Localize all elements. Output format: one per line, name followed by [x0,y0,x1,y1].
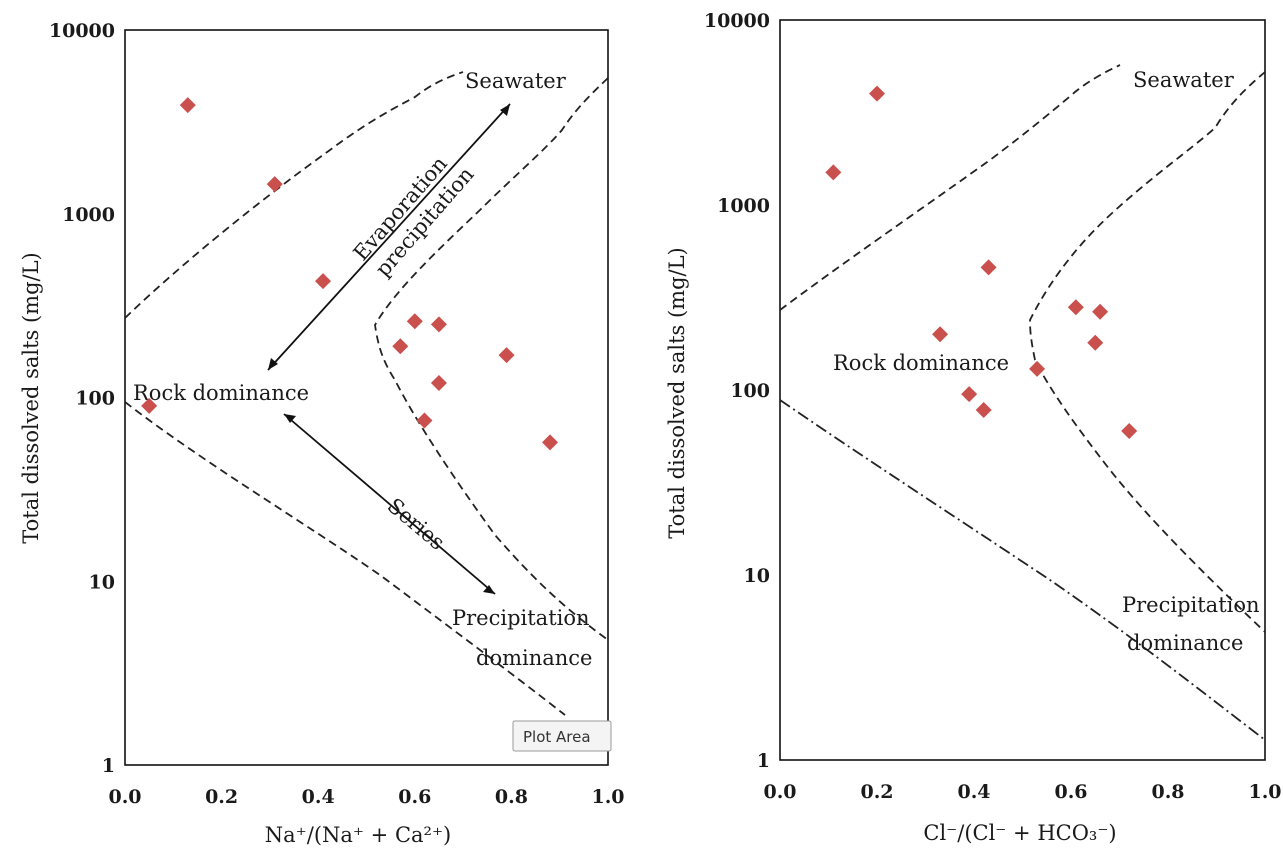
left-y-axis-label: Total dissolved salts (mg/L) [19,252,43,544]
right-data-point[interactable] [975,401,992,418]
left-precipitation-dominance-line1: Precipitation [452,606,590,630]
left-x-tick-label: 0.2 [205,786,238,808]
right-x-tick-label: 0.2 [860,781,893,803]
right-x-tick-label: 0.0 [763,781,796,803]
left-data-point[interactable] [542,434,559,451]
left-precipitation-dominance-line2: dominance [476,646,592,670]
left-data-point[interactable] [406,313,423,330]
left-plot-area[interactable] [124,29,609,766]
right-data-point[interactable] [980,259,997,276]
right-y-tick-label: 1 [757,750,770,772]
right-x-tick-label: 0.8 [1151,781,1184,803]
right-data-point[interactable] [1087,334,1104,351]
left-series-label: Series [383,493,450,554]
right-chart: Seawater Rock dominance Precipitation do… [665,10,1282,845]
left-data-point[interactable] [141,397,158,414]
right-y-tick-label: 100 [730,380,770,402]
left-y-tick-label: 10000 [49,20,115,42]
left-rock-dominance-label: Rock dominance [133,381,309,405]
left-data-point[interactable] [430,316,447,333]
left-chart: Seawater Evaporation precipitation Rock … [19,20,625,847]
right-y-tick-label: 1000 [717,195,770,217]
right-x-tick-label: 0.4 [957,781,990,803]
right-data-point[interactable] [932,326,949,343]
right-data-point[interactable] [1092,303,1109,320]
right-data-point[interactable] [869,85,885,102]
right-data-point[interactable] [1067,299,1084,316]
right-plot-area[interactable] [779,19,1266,761]
right-upper-envelope-line [779,64,1121,311]
left-upper-envelope-line [124,71,464,319]
right-data-point[interactable] [1121,423,1138,440]
left-data-point[interactable] [416,412,433,429]
left-x-tick-label: 0.0 [108,786,141,808]
plot-area-tooltip: Plot Area [512,720,612,752]
right-data-point[interactable] [1029,360,1046,377]
right-y-axis-label: Total dissolved salts (mg/L) [665,247,689,539]
right-seawater-label: Seawater [1133,68,1235,92]
right-data-point[interactable] [961,386,978,403]
left-evaporation-arrow [267,103,511,371]
left-data-point[interactable] [392,338,409,355]
left-data-point[interactable] [498,347,515,364]
left-x-tick-label: 0.4 [302,786,335,808]
right-y-tick-label: 10000 [704,10,770,32]
right-y-tick-label: 10 [744,565,770,587]
left-seawater-label: Seawater [465,69,567,93]
left-y-tick-label: 1000 [62,204,115,226]
right-data-points [825,85,1138,440]
right-x-axis-label: Cl⁻/(Cl⁻ + HCO₃⁻) [923,821,1116,845]
left-y-tick-label: 10 [89,571,115,593]
right-inner-envelope-line [1029,71,1266,633]
left-data-point[interactable] [315,273,332,290]
right-rock-dominance-label: Rock dominance [833,351,1009,375]
right-lower-envelope-line [779,399,1266,741]
left-data-point[interactable] [266,176,283,193]
right-x-tick-label: 0.6 [1054,781,1087,803]
right-tick-labels: 0.0 0.2 0.4 0.6 0.8 1.0 1 10 100 1000 10000 [704,10,1282,803]
left-x-tick-label: 1.0 [591,786,624,808]
right-x-tick-label: 1.0 [1248,781,1281,803]
right-precipitation-dominance-line2: dominance [1127,631,1243,655]
right-precipitation-dominance-line1: Precipitation [1122,593,1260,617]
left-series-arrow [283,413,496,595]
right-data-point[interactable] [825,164,842,181]
left-data-points [141,97,559,451]
left-x-axis-label: Na⁺/(Na⁺ + Ca²⁺) [265,823,451,847]
left-tick-labels: 0.0 0.2 0.4 0.6 0.8 1.0 1 10 100 1000 10000 [49,20,625,808]
left-data-point[interactable] [179,97,196,114]
left-x-tick-label: 0.6 [398,786,431,808]
left-y-tick-label: 100 [75,388,115,410]
left-x-tick-label: 0.8 [495,786,528,808]
left-y-tick-label: 1 [102,755,115,777]
left-data-point[interactable] [430,374,447,391]
left-inner-envelope-line [374,77,609,641]
plot-area-tooltip-text: Plot Area [523,728,591,746]
